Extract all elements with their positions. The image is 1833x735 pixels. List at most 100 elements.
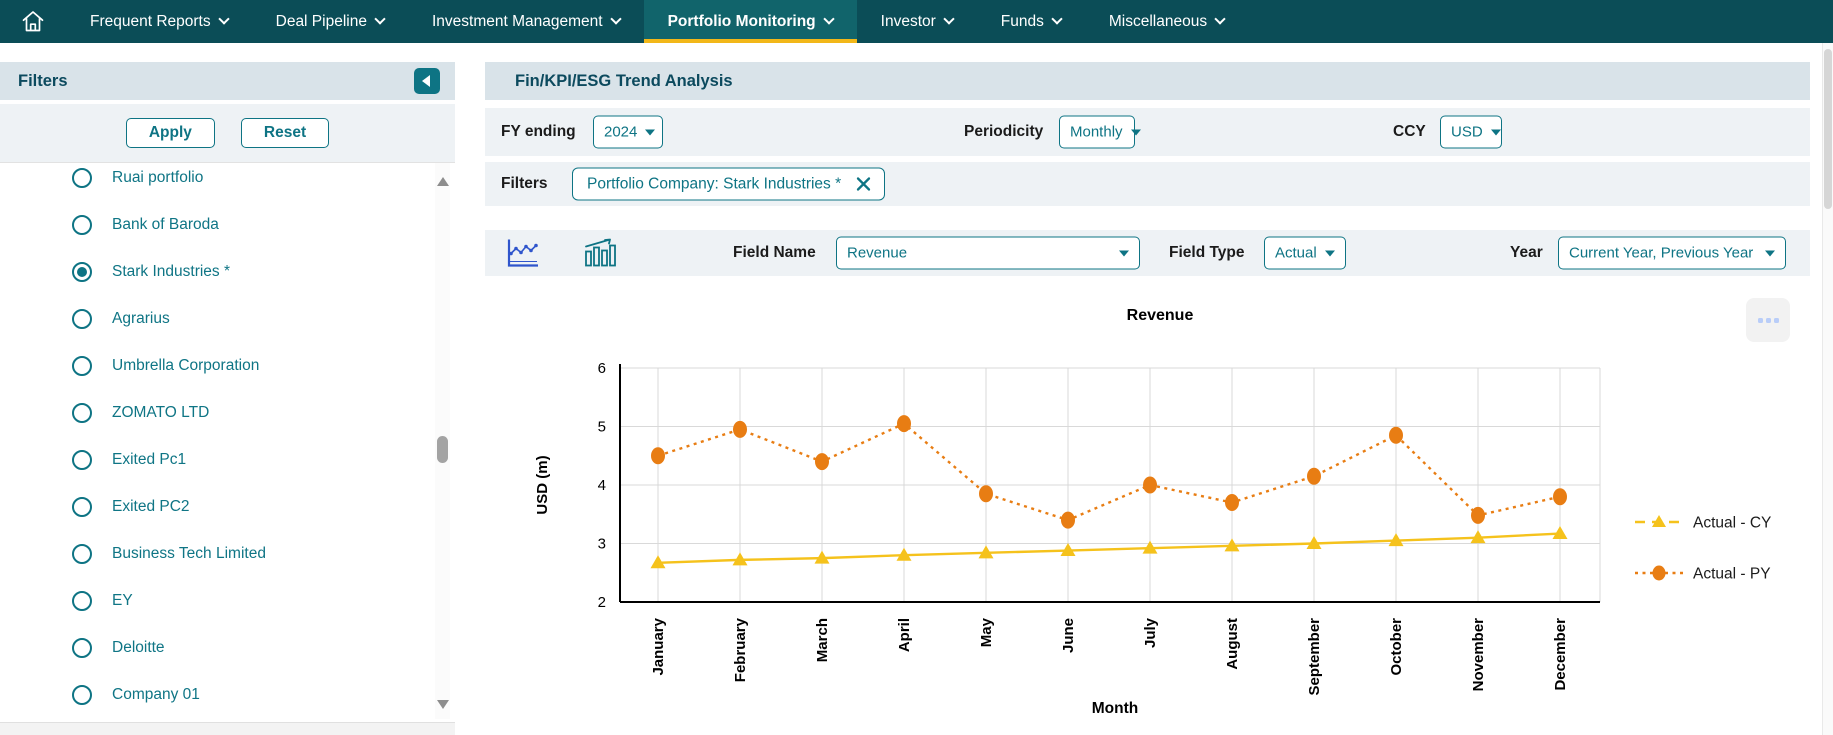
company-option-ey[interactable]: EY	[0, 577, 455, 624]
filter-row-1: FY ending 2024 Periodicity Monthly CCY U…	[485, 108, 1810, 156]
data-point-ActualPY-September[interactable]	[1307, 468, 1321, 485]
home-icon	[19, 8, 47, 35]
company-option-ruai-portfolio[interactable]: Ruai portfolio	[0, 162, 455, 201]
field-type-label: Field Type	[1169, 244, 1245, 262]
nav-item-miscellaneous[interactable]: Miscellaneous	[1085, 0, 1248, 43]
periodicity-dropdown[interactable]: Monthly	[1059, 116, 1135, 149]
data-point-ActualPY-April[interactable]	[897, 415, 911, 432]
radio-icon[interactable]	[72, 309, 92, 329]
bar-chart-icon	[582, 237, 618, 270]
data-point-ActualPY-October[interactable]	[1389, 427, 1403, 444]
company-option-agrarius[interactable]: Agrarius	[0, 295, 455, 342]
x-axis-title: Month	[1092, 700, 1138, 717]
company-option-company-01[interactable]: Company 01	[0, 671, 455, 718]
apply-button[interactable]: Apply	[126, 118, 215, 148]
radio-icon[interactable]	[72, 450, 92, 470]
company-option-exited-pc2[interactable]: Exited PC2	[0, 483, 455, 530]
nav-item-portfolio-monitoring[interactable]: Portfolio Monitoring	[644, 0, 857, 43]
reset-button[interactable]: Reset	[241, 118, 329, 148]
radio-icon[interactable]	[72, 685, 92, 705]
nav-item-frequent-reports[interactable]: Frequent Reports	[66, 0, 252, 43]
data-point-ActualCY-December[interactable]	[1553, 526, 1568, 539]
field-name-dropdown[interactable]: Revenue	[836, 237, 1140, 270]
company-label: Company 01	[112, 686, 200, 704]
nav-item-label: Frequent Reports	[90, 13, 211, 31]
year-dropdown[interactable]: Current Year, Previous Year	[1558, 237, 1786, 270]
field-type-dropdown[interactable]: Actual	[1264, 237, 1346, 270]
radio-icon[interactable]	[72, 168, 92, 188]
series-line-actual-cy	[658, 534, 1560, 563]
x-tick-label-September: September	[1306, 618, 1323, 696]
data-point-ActualPY-December[interactable]	[1553, 488, 1567, 505]
radio-icon[interactable]	[72, 215, 92, 235]
company-option-stark-industries[interactable]: Stark Industries *	[0, 248, 455, 295]
radio-icon[interactable]	[72, 356, 92, 376]
ccy-dropdown[interactable]: USD	[1440, 116, 1502, 149]
chart-menu-button[interactable]	[1746, 298, 1790, 342]
chevron-down-icon	[1131, 129, 1141, 135]
radio-icon[interactable]	[72, 497, 92, 517]
legend-item-actual-py[interactable]: Actual - PY	[1635, 566, 1771, 583]
nav-item-investment-management[interactable]: Investment Management	[408, 0, 644, 43]
scroll-up-arrow-icon[interactable]	[437, 177, 449, 186]
company-label: Agrarius	[112, 310, 170, 328]
top-navigation: Frequent Reports Deal Pipeline Investment …	[0, 0, 1833, 43]
company-option-bank-of-baroda[interactable]: Bank of Baroda	[0, 201, 455, 248]
data-point-ActualPY-November[interactable]	[1471, 507, 1485, 524]
sidebar-horizontal-scrollbar[interactable]	[0, 722, 455, 735]
scroll-down-arrow-icon[interactable]	[437, 700, 449, 709]
data-point-ActualPY-May[interactable]	[979, 485, 993, 502]
scrollbar-thumb[interactable]	[437, 436, 448, 463]
data-point-ActualPY-August[interactable]	[1225, 494, 1239, 511]
nav-item-label: Investment Management	[432, 13, 603, 31]
line-chart-toggle[interactable]	[505, 237, 541, 270]
y-tick-label-5: 5	[598, 419, 606, 436]
close-icon[interactable]	[855, 176, 872, 193]
sidebar-actions: Apply Reset	[0, 104, 455, 162]
fy-ending-dropdown[interactable]: 2024	[593, 116, 663, 149]
company-label: EY	[112, 592, 133, 610]
data-point-ActualPY-March[interactable]	[815, 453, 829, 470]
bar-chart-toggle[interactable]	[582, 237, 618, 270]
company-option-zomato-ltd[interactable]: ZOMATO LTD	[0, 389, 455, 436]
page-scrollbar-thumb[interactable]	[1824, 49, 1832, 209]
home-button[interactable]	[0, 0, 66, 43]
company-option-umbrella-corporation[interactable]: Umbrella Corporation	[0, 342, 455, 389]
page-scrollbar[interactable]	[1822, 43, 1833, 735]
radio-icon[interactable]	[72, 544, 92, 564]
legend-item-actual-cy[interactable]: Actual - CY	[1635, 515, 1771, 532]
company-label: Exited Pc1	[112, 451, 186, 469]
sidebar-scrollbar[interactable]	[435, 163, 450, 719]
data-point-ActualPY-February[interactable]	[733, 421, 747, 438]
filter-chip[interactable]: Portfolio Company: Stark Industries *	[572, 168, 885, 201]
periodicity-label: Periodicity	[964, 123, 1043, 141]
page-title-bar: Fin/KPI/ESG Trend Analysis	[485, 62, 1810, 100]
line-chart-icon	[505, 237, 541, 270]
company-option-deloitte[interactable]: Deloitte	[0, 624, 455, 671]
x-tick-label-December: December	[1552, 618, 1569, 691]
nav-item-label: Deal Pipeline	[276, 13, 367, 31]
data-point-ActualPY-July[interactable]	[1143, 477, 1157, 494]
company-option-exited-pc1[interactable]: Exited Pc1	[0, 436, 455, 483]
radio-icon[interactable]	[72, 403, 92, 423]
chevron-down-icon	[823, 13, 834, 24]
nav-item-deal-pipeline[interactable]: Deal Pipeline	[252, 0, 408, 43]
nav-item-investor[interactable]: Investor	[857, 0, 977, 43]
page-title: Fin/KPI/ESG Trend Analysis	[515, 72, 733, 91]
radio-selected-icon[interactable]	[72, 262, 92, 282]
radio-icon[interactable]	[72, 591, 92, 611]
chevron-down-icon	[610, 13, 621, 24]
fy-ending-label: FY ending	[501, 123, 576, 141]
company-option-business-tech-limited[interactable]: Business Tech Limited	[0, 530, 455, 577]
data-point-ActualPY-January[interactable]	[651, 447, 665, 464]
collapse-sidebar-button[interactable]	[414, 68, 440, 94]
chart-controls-row: Field Name Revenue Field Type Actual Yea…	[485, 230, 1810, 276]
periodicity-value: Monthly	[1070, 124, 1123, 141]
data-point-ActualPY-June[interactable]	[1061, 512, 1075, 529]
fy-ending-value: 2024	[604, 124, 637, 141]
y-tick-label-3: 3	[598, 536, 606, 553]
filter-row-2: Filters Portfolio Company: Stark Industr…	[485, 162, 1810, 206]
radio-icon[interactable]	[72, 638, 92, 658]
nav-item-funds[interactable]: Funds	[977, 0, 1085, 43]
filters-panel-title: Filters	[18, 72, 68, 91]
